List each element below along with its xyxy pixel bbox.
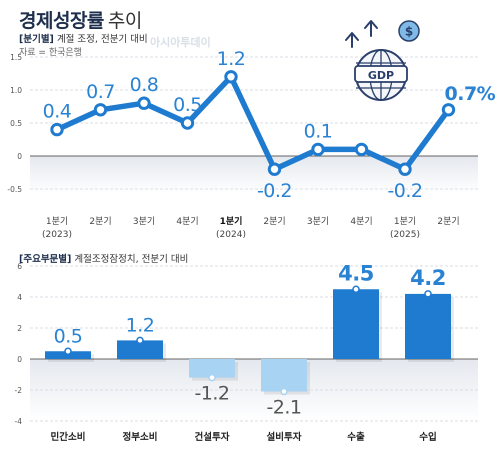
x-tick-label: 민간소비 [51, 431, 86, 443]
data-point [398, 162, 412, 176]
y-tick-label: 6 [17, 262, 22, 271]
data-point [93, 103, 108, 117]
page-title: 경제성장률 추이 [19, 6, 142, 33]
x-tick-label: 2분기 [437, 216, 459, 227]
data-label: -2.1 [266, 397, 301, 419]
x-tick-label: 1분기 [394, 216, 416, 227]
coin-symbol: $ [405, 25, 413, 39]
title-light: 추이 [107, 10, 142, 32]
negative-zone [30, 359, 478, 421]
bar [117, 340, 163, 359]
data-label: -0.2 [387, 180, 422, 202]
data-point [224, 70, 238, 84]
bar-end-dot [424, 290, 432, 298]
source-note: 자료 = 한국은행 [19, 48, 82, 58]
quarterly-subtitle: [분기별] 계절 조정, 전분기 대비 [19, 31, 148, 45]
x-tick-label: 건설투자 [195, 431, 230, 443]
x-tick-label: 수출 [347, 431, 365, 443]
x-tick-label: 2분기 [263, 216, 285, 227]
data-point [441, 103, 456, 117]
x-year-label: (2025) [390, 230, 420, 240]
data-label: 0.7 [86, 81, 115, 103]
bar [333, 289, 379, 359]
data-label: -0.2 [257, 180, 292, 202]
y-tick-label: 4 [17, 293, 22, 302]
data-label: 0.4 [43, 101, 72, 123]
y-tick-label: 1.0 [10, 86, 22, 95]
data-point [354, 142, 369, 157]
data-label: 4.5 [338, 261, 374, 285]
y-tick-label: -2 [15, 386, 23, 395]
data-label: 1.2 [217, 48, 246, 70]
x-tick-label: 1분기 [46, 216, 68, 227]
y-tick-label: -0.5 [7, 185, 22, 194]
coin-icon [398, 20, 420, 42]
bar-end-dot [208, 373, 216, 382]
bar [45, 351, 91, 359]
data-point [311, 142, 325, 157]
up-arrow-icon [345, 32, 359, 48]
gdp-globe-icon: GDP $ [345, 20, 420, 101]
data-label: -1.2 [194, 383, 229, 405]
x-year-label: (2023) [42, 230, 72, 240]
bar [261, 359, 307, 392]
gdp-label: GDP [368, 69, 394, 82]
sector-subtitle: [주요부문별] 계절조정잠정치, 전분기 대비 [19, 251, 188, 265]
y-tick-label: 0 [17, 152, 22, 161]
x-tick-label: 1분기 [220, 215, 243, 227]
y-tick-label: 1.5 [10, 53, 22, 62]
bar-end-dot [280, 387, 288, 396]
title-bold: 경제성장률 [19, 10, 104, 32]
sector-note: 계절조정잠정치, 전분기 대비 [74, 254, 189, 265]
data-label: 0.7% [445, 83, 496, 105]
data-label: 0.1 [304, 120, 333, 142]
x-tick-label: 4분기 [176, 216, 198, 227]
x-tick-label: 4분기 [350, 216, 372, 227]
y-tick-label: 2 [17, 324, 22, 333]
quarterly-line-chart: 1.5 1.0 0.5 0 -0.5 0.4 0.7 0.8 0.5 1.2 -0.2 0.1 -0.2… [7, 48, 496, 240]
x-year-label: (2024) [216, 230, 246, 240]
y-tick-label: 0 [17, 355, 22, 364]
data-label: 4.2 [410, 266, 446, 290]
data-label: 1.2 [126, 314, 155, 336]
quarterly-tag: [분기별] [19, 34, 54, 45]
x-tick-label: 수입 [419, 431, 436, 443]
bar-end-dot [64, 347, 72, 355]
watermark: 아시아투데이 [150, 36, 211, 49]
y-tick-label: -4 [15, 417, 23, 426]
sector-bar-chart: 6 4 2 0 -2 -4 0.5 민간소비 1.2 정부소비 -1.2 건설투자 -2.1 설비투자 4.… [15, 261, 478, 443]
up-arrow-icon [364, 20, 378, 37]
data-point [137, 96, 151, 110]
data-label: 0.5 [173, 94, 202, 116]
x-tick-label: 2분기 [89, 216, 111, 227]
data-point [180, 116, 195, 130]
sector-tag: [주요부문별] [19, 254, 72, 265]
bar [189, 359, 235, 378]
x-tick-label: 설비투자 [267, 431, 302, 443]
y-tick-label: 0.5 [10, 119, 22, 128]
data-label: 0.8 [130, 74, 159, 96]
series-line [54, 74, 452, 172]
bar-end-dot [136, 336, 144, 345]
bar-end-dot [352, 285, 360, 293]
data-point [50, 122, 64, 137]
gdp-label-box [354, 65, 408, 83]
data-point [267, 162, 282, 176]
x-tick-label: 3분기 [307, 216, 329, 227]
x-tick-label: 3분기 [133, 216, 155, 227]
x-tick-label: 정부소비 [123, 431, 158, 443]
bar [405, 293, 451, 359]
quarterly-note: 계절 조정, 전분기 대비 [56, 34, 148, 45]
data-label: 0.5 [54, 325, 83, 347]
